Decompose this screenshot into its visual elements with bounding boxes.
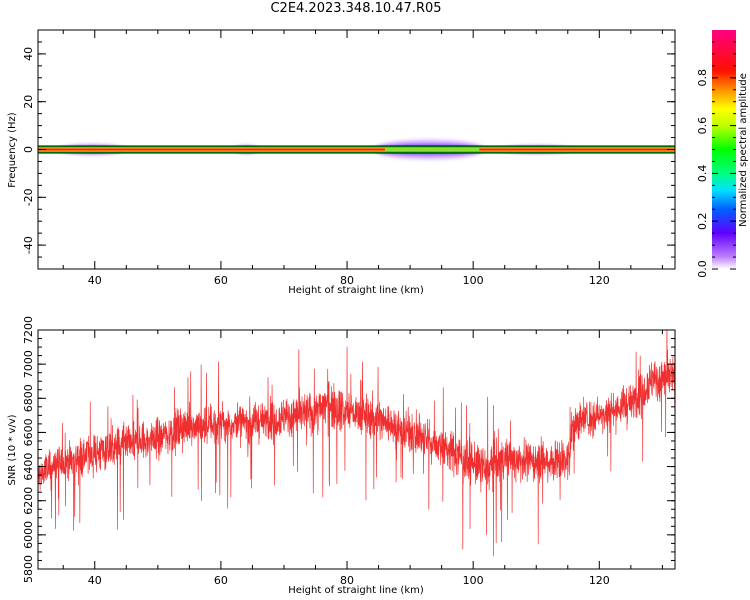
colorbar-tick-label: 0.6 xyxy=(696,117,709,135)
snr-ticks: 40 60 80 100 120 5800 6000 6200 6400 6600 6800 7000… xyxy=(22,316,675,587)
snr-xtick-label: 40 xyxy=(88,574,102,587)
spectrogram-ytick-label: -20 xyxy=(22,188,35,206)
spectrogram-ytick-label: 40 xyxy=(22,47,35,61)
colorbar-ticks: 0.0 0.2 0.4 0.6 0.8 xyxy=(696,41,736,278)
figure-title: C2E4.2023.348.10.47.R05 xyxy=(270,1,442,16)
colorbar-tick-label: 0.8 xyxy=(696,69,709,87)
snr-xtick-label: 120 xyxy=(589,574,610,587)
snr-ytick-label: 5800 xyxy=(22,555,35,583)
colorbar-tick-label: 0.0 xyxy=(696,260,709,278)
colorbar-tick-label: 0.2 xyxy=(696,212,709,230)
snr-ylabel: SNR (10 * v/v) xyxy=(7,414,18,485)
snr-plot-area xyxy=(38,330,675,557)
spectrogram-ticks: 40 60 80 100 120 -40 -20 0 20 40 xyxy=(22,29,675,287)
snr-xtick-label: 80 xyxy=(340,574,354,587)
spectrogram-panel: 40 60 80 100 120 -40 -20 0 20 40 Height of straig… xyxy=(7,29,676,296)
spectrogram-xtick-label: 40 xyxy=(88,274,102,287)
spectral-band-weak-core xyxy=(384,148,480,151)
colorbar-tick-label: 0.4 xyxy=(696,165,709,183)
colorbar-label: Normalized spectral amplitude xyxy=(738,73,749,227)
snr-ytick-label: 6400 xyxy=(22,453,35,481)
snr-xlabel: Height of straight line (km) xyxy=(288,585,424,596)
spectrogram-xtick-label: 100 xyxy=(463,274,484,287)
spectral-band-core xyxy=(38,148,675,151)
snr-panel: 40 60 80 100 120 5800 6000 6200 6400 6600 6800 7000… xyxy=(7,316,676,596)
snr-series-line xyxy=(38,330,675,557)
spectrogram-ytick-label: 0 xyxy=(22,146,35,153)
spectrogram-ytick-label: -40 xyxy=(22,236,35,254)
spectrogram-plot-area xyxy=(38,138,675,161)
spectrogram-xtick-label: 120 xyxy=(589,274,610,287)
spectrogram-ytick-label: 20 xyxy=(22,95,35,109)
snr-ytick-label: 6200 xyxy=(22,487,35,515)
snr-xtick-label: 60 xyxy=(214,574,228,587)
spectrogram-xlabel: Height of straight line (km) xyxy=(288,285,424,296)
snr-ytick-label: 6000 xyxy=(22,521,35,549)
spectrogram-ylabel: Frequency (Hz) xyxy=(7,112,18,188)
snr-ytick-label: 7200 xyxy=(22,316,35,344)
snr-ytick-label: 6600 xyxy=(22,418,35,446)
spectrogram-xtick-label: 80 xyxy=(340,274,354,287)
snr-ytick-label: 6800 xyxy=(22,384,35,412)
snr-ytick-label: 7000 xyxy=(22,350,35,378)
colorbar: 0.0 0.2 0.4 0.6 0.8 Normalized spectral ampl… xyxy=(696,30,749,278)
snr-xtick-label: 100 xyxy=(463,574,484,587)
spectrogram-xtick-label: 60 xyxy=(214,274,228,287)
colorbar-gradient xyxy=(712,30,736,269)
